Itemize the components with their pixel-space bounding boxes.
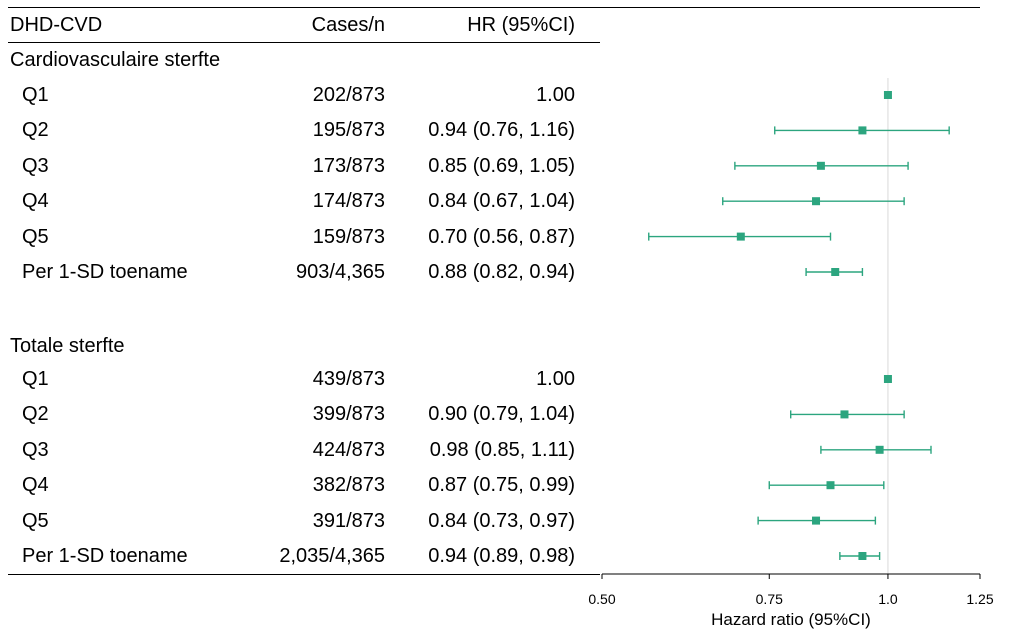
hr-point-marker (736, 232, 745, 241)
x-tick-label: 0.75 (756, 591, 783, 607)
row-hr-text: 0.94 (0.89, 0.98) (428, 545, 575, 567)
row-cases: 195/873 (312, 119, 385, 142)
table-header-rule (8, 42, 600, 43)
x-axis-title: Hazard ratio (95%CI) (711, 610, 871, 629)
hr-point-marker (812, 516, 821, 525)
row-hr-text: 0.85 (0.69, 1.05) (428, 154, 575, 177)
row-hr-text: 0.70 (0.56, 0.87) (428, 225, 575, 248)
row-hr-text: 0.87 (0.75, 0.99) (428, 474, 575, 497)
row-cases: 382/873 (312, 474, 385, 497)
row-label: Q1 (22, 368, 49, 390)
row-label: Q4 (22, 190, 49, 213)
group-title: Totale sterfte (10, 335, 125, 357)
column-header-hr: HR (95%CI) (467, 14, 575, 36)
table-bottom-rule (8, 574, 600, 575)
row-cases: 2,035/4,365 (279, 545, 385, 567)
table-top-rule (8, 7, 980, 8)
row-hr-text: 0.84 (0.67, 1.04) (428, 190, 575, 213)
hr-point-marker (840, 410, 849, 419)
row-cases: 174/873 (312, 190, 385, 213)
row-cases: 391/873 (312, 509, 385, 532)
group-title: Cardiovasculaire sterfte (10, 49, 221, 71)
hr-point-marker (812, 197, 821, 206)
hr-point-marker (875, 445, 884, 454)
row-cases: 159/873 (312, 225, 385, 248)
row-label: Q4 (22, 474, 49, 497)
row-hr-text: 0.94 (0.76, 1.16) (428, 119, 575, 142)
hr-point-marker (858, 126, 867, 135)
row-label: Q3 (22, 154, 49, 177)
row-hr-text: 0.98 (0.85, 1.11) (429, 438, 575, 461)
row-label: Q1 (22, 84, 49, 106)
row-label: Per 1-SD toename (22, 545, 188, 567)
row-hr-text: 0.84 (0.73, 0.97) (428, 509, 575, 532)
row-hr-text: 0.88 (0.82, 0.94) (428, 261, 575, 283)
row-hr-text: 0.90 (0.79, 1.04) (428, 403, 575, 426)
column-header-label: DHD-CVD (10, 14, 103, 36)
row-label: Q2 (22, 403, 49, 426)
x-tick-label: 1.0 (878, 591, 898, 607)
row-label: Q3 (22, 438, 49, 461)
row-cases: 399/873 (312, 403, 385, 426)
row-cases: 424/873 (312, 438, 385, 461)
row-label: Q5 (22, 225, 49, 248)
row-label: Q2 (22, 119, 49, 142)
row-label: Per 1-SD toename (22, 261, 188, 283)
row-cases: 173/873 (312, 154, 385, 177)
row-hr-text: 1.00 (536, 84, 575, 106)
row-cases: 903/4,365 (296, 261, 385, 283)
hr-point-marker (883, 91, 892, 99)
hr-point-marker (858, 552, 867, 560)
hr-point-marker (816, 161, 825, 170)
row-cases: 439/873 (312, 368, 385, 390)
x-tick-label: 1.25 (966, 591, 993, 607)
row-hr-text: 1.00 (536, 368, 575, 390)
x-tick-label: 0.50 (588, 591, 615, 607)
hr-point-marker (883, 375, 892, 383)
row-label: Q5 (22, 509, 49, 532)
column-header-cases: Cases/n (311, 14, 385, 36)
row-cases: 202/873 (312, 84, 385, 106)
hr-point-marker (831, 268, 840, 276)
hr-point-marker (826, 481, 835, 490)
